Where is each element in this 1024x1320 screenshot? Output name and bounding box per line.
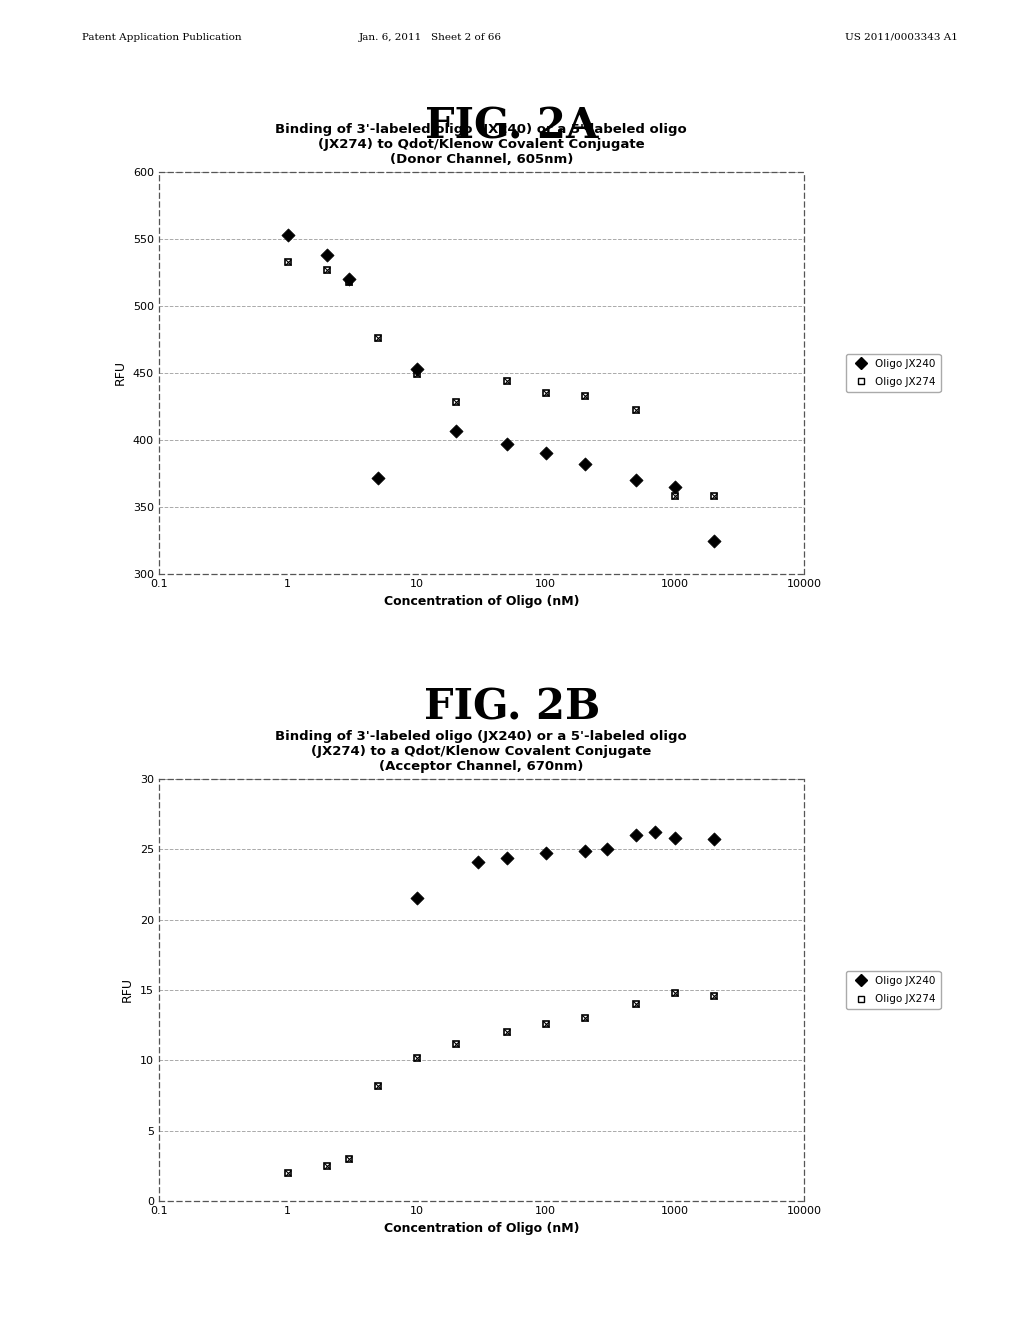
Title: Binding of 3'-labeled oligo (JX240) or a 5'-labeled oligo
(JX274) to a Qdot/Klen: Binding of 3'-labeled oligo (JX240) or a… — [275, 730, 687, 774]
Point — [499, 433, 515, 454]
Point — [667, 828, 683, 849]
Text: Jan. 6, 2011   Sheet 2 of 66: Jan. 6, 2011 Sheet 2 of 66 — [358, 33, 502, 42]
Point — [577, 454, 593, 475]
Point — [667, 477, 683, 498]
Title: Binding of 3'-labeled oligo (JX240) or a 5'-labeled oligo
(JX274) to Qdot/Klenow: Binding of 3'-labeled oligo (JX240) or a… — [275, 123, 687, 166]
Point — [706, 829, 722, 850]
Point — [538, 442, 554, 463]
Y-axis label: RFU: RFU — [121, 978, 134, 1002]
Point — [499, 847, 515, 869]
Point — [318, 244, 335, 265]
Point — [470, 851, 486, 873]
Point — [628, 470, 644, 491]
Point — [599, 838, 615, 859]
Legend: Oligo JX240, Oligo JX274: Oligo JX240, Oligo JX274 — [846, 354, 941, 392]
X-axis label: Concentration of Oligo (nM): Concentration of Oligo (nM) — [384, 1221, 579, 1234]
Point — [370, 467, 386, 488]
Point — [538, 843, 554, 865]
X-axis label: Concentration of Oligo (nM): Concentration of Oligo (nM) — [384, 594, 579, 607]
Point — [341, 268, 357, 289]
Legend: Oligo JX240, Oligo JX274: Oligo JX240, Oligo JX274 — [846, 970, 941, 1010]
Text: US 2011/0003343 A1: US 2011/0003343 A1 — [845, 33, 957, 42]
Y-axis label: RFU: RFU — [115, 360, 127, 385]
Text: Patent Application Publication: Patent Application Publication — [82, 33, 242, 42]
Point — [628, 825, 644, 846]
Text: FIG. 2B: FIG. 2B — [424, 686, 600, 729]
Point — [706, 531, 722, 552]
Point — [280, 224, 296, 246]
Point — [409, 888, 425, 909]
Text: FIG. 2A: FIG. 2A — [425, 106, 599, 148]
Point — [577, 840, 593, 861]
Point — [447, 420, 464, 441]
Point — [409, 358, 425, 379]
Point — [646, 822, 663, 843]
